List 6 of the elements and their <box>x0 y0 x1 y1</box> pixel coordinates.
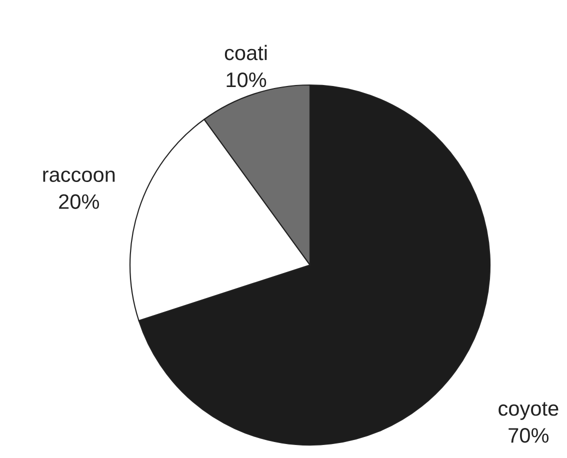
slice-label: coati <box>224 44 267 60</box>
data-label: 20% <box>59 194 99 209</box>
data-label: 70% <box>508 428 549 443</box>
slice-label: coyote <box>498 402 558 420</box>
slice-label: raccoon <box>43 170 115 182</box>
data-label: 10% <box>226 72 266 88</box>
